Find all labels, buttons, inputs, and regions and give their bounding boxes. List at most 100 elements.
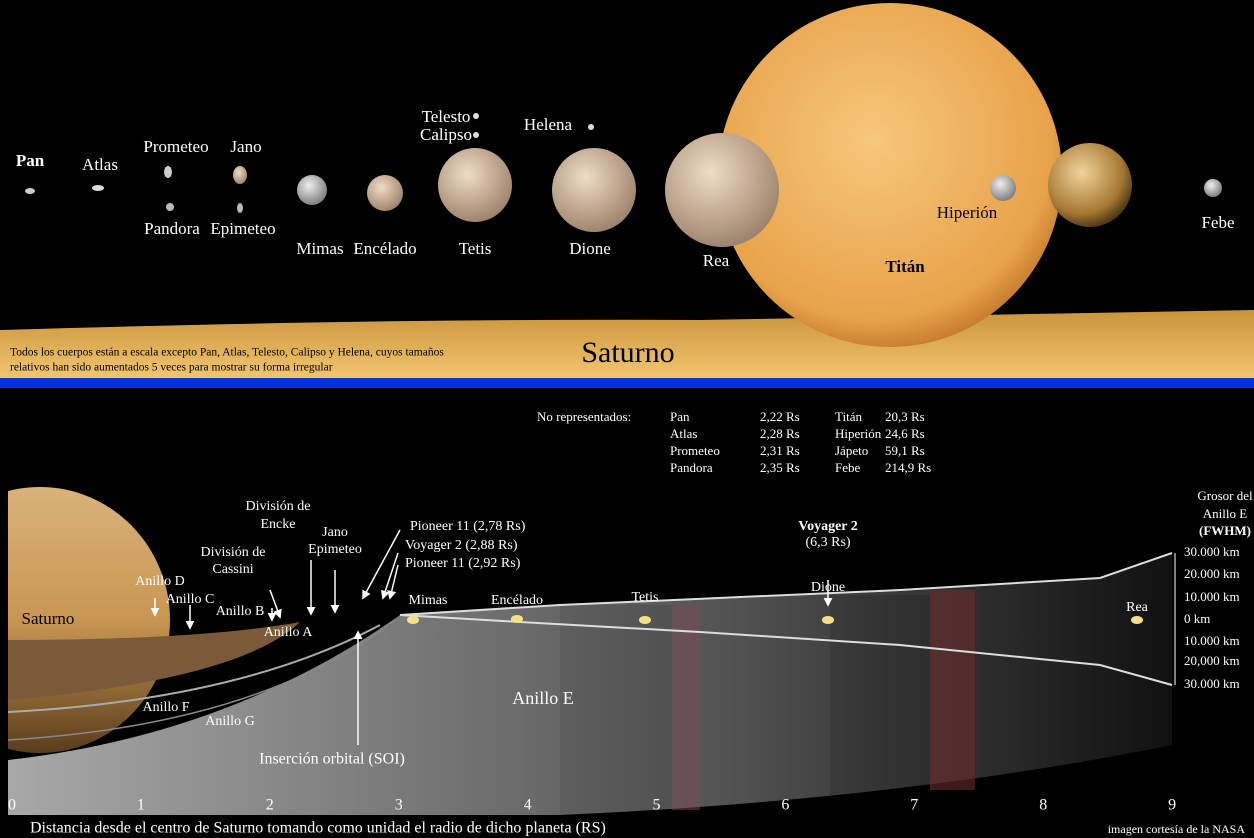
planet-label: Saturno xyxy=(581,336,674,369)
moon-icon xyxy=(473,113,479,119)
table-cell: Hiperión xyxy=(835,426,882,441)
ring-label: Anillo G xyxy=(205,714,254,729)
ring-label: Anillo D xyxy=(135,574,184,589)
probe-label: Pioneer 11 (2,78 Rs) xyxy=(410,519,526,534)
label: Epimeteo xyxy=(308,542,362,557)
moon-icon xyxy=(665,133,779,247)
thickness-label: 20,000 km xyxy=(1184,653,1240,668)
axis-label: 9 xyxy=(1168,797,1176,814)
credit: imagen cortesía de la NASA xyxy=(1108,822,1246,836)
moon-label: Encélado xyxy=(491,593,543,608)
ring-e-lower xyxy=(399,614,1173,686)
table-cell: 20,3 Rs xyxy=(885,409,925,424)
moon-icon xyxy=(552,148,636,232)
band xyxy=(930,590,975,790)
axis-label: 3 xyxy=(395,797,403,814)
table-cell: Pan xyxy=(670,409,690,424)
note: Todos los cuerpos están a escala excepto… xyxy=(10,347,444,359)
moon-label: Jápeto xyxy=(1075,263,1118,282)
axis-label: 2 xyxy=(266,797,274,814)
ring-label: Anillo C xyxy=(166,592,215,607)
label: Anillo E xyxy=(1203,506,1247,521)
axis-label: 5 xyxy=(653,797,661,814)
label: (6,3 Rs) xyxy=(805,535,850,550)
moon-label: Tetis xyxy=(631,590,658,605)
band xyxy=(672,605,700,810)
arrows xyxy=(150,529,833,745)
ring-label: Anillo E xyxy=(512,688,574,708)
band xyxy=(560,605,672,815)
ring-e-region xyxy=(8,553,1172,815)
table-cell: 2,28 Rs xyxy=(760,426,800,441)
label: Grosor del xyxy=(1197,488,1253,503)
moon-icon xyxy=(297,175,327,205)
table-cell: 24,6 Rs xyxy=(885,426,925,441)
ring-label: Anillo F xyxy=(142,700,189,715)
probe-label: Voyager 2 (2,88 Rs) xyxy=(405,538,518,553)
label: División de xyxy=(246,499,311,514)
label: Encke xyxy=(261,517,296,532)
label: Jano xyxy=(322,525,348,540)
moon-label: Hiperión xyxy=(937,203,998,222)
titan-disk xyxy=(718,3,1062,347)
moon-label: Epimeteo xyxy=(210,219,275,238)
moon-icon xyxy=(990,175,1016,201)
moon-label: Febe xyxy=(1201,213,1234,232)
label: Voyager 2 xyxy=(798,519,858,534)
moon-label: Dione xyxy=(811,580,845,595)
moon-label: Helena xyxy=(524,115,573,134)
table-cell: 2,35 Rs xyxy=(760,460,800,475)
moon-dot xyxy=(407,616,419,624)
table-cell: Atlas xyxy=(670,426,697,441)
table-cell: Titán xyxy=(835,409,862,424)
caption: Distancia desde el centro de Saturno tom… xyxy=(30,820,606,837)
moon-icon xyxy=(438,148,512,222)
moon-label: Mimas xyxy=(296,239,343,258)
bottom-art xyxy=(8,487,1172,815)
moon-icon xyxy=(1048,143,1132,227)
moon-dot xyxy=(511,615,523,623)
moon-icon xyxy=(1204,179,1222,197)
table-cell: Prometeo xyxy=(670,443,720,458)
moon-label: Tetis xyxy=(459,239,492,258)
moon-dot xyxy=(639,616,651,624)
label: División de xyxy=(201,545,266,560)
probe-label: Pioneer 11 (2,92 Rs) xyxy=(405,556,521,571)
moon-label: Calipso xyxy=(420,125,472,144)
axis-label: 0 xyxy=(8,797,16,814)
moon-label: Dione xyxy=(569,239,611,258)
thickness-label: 30.000 km xyxy=(1184,676,1240,691)
moon-label: Telesto xyxy=(422,107,471,126)
label: (FWHM) xyxy=(1199,523,1251,538)
moon-label: Atlas xyxy=(82,155,118,174)
soi-label: Inserción orbital (SOI) xyxy=(259,751,405,768)
ring-f xyxy=(8,624,381,713)
axis-label: 6 xyxy=(781,797,789,814)
band xyxy=(830,595,930,800)
moon-icon xyxy=(233,166,247,184)
moon-label: Encélado xyxy=(353,239,416,258)
moon-dot xyxy=(822,616,834,624)
table-cell: Jápeto xyxy=(835,443,868,458)
moon-icon xyxy=(237,203,243,213)
table-cell: 59,1 Rs xyxy=(885,443,925,458)
moon-label: Pan xyxy=(16,151,45,170)
table-header: No representados: xyxy=(537,409,631,424)
moon-icon xyxy=(164,166,172,178)
moon-icon xyxy=(588,124,594,130)
moon-icon xyxy=(473,132,479,138)
thickness-label: 10.000 km xyxy=(1184,589,1240,604)
planet-label: Saturno xyxy=(22,609,75,628)
ring-label: Anillo B xyxy=(216,604,265,619)
rings-main xyxy=(8,622,300,700)
moon-label: Titán xyxy=(885,257,925,276)
axis-label: 7 xyxy=(910,797,918,814)
artwork xyxy=(0,3,1254,815)
moon-icon xyxy=(367,175,403,211)
divider xyxy=(0,378,1254,388)
table-cell: 2,22 Rs xyxy=(760,409,800,424)
axis-label: 1 xyxy=(137,797,145,814)
moon-label: Pandora xyxy=(144,219,200,238)
axis-label: 4 xyxy=(524,797,532,814)
